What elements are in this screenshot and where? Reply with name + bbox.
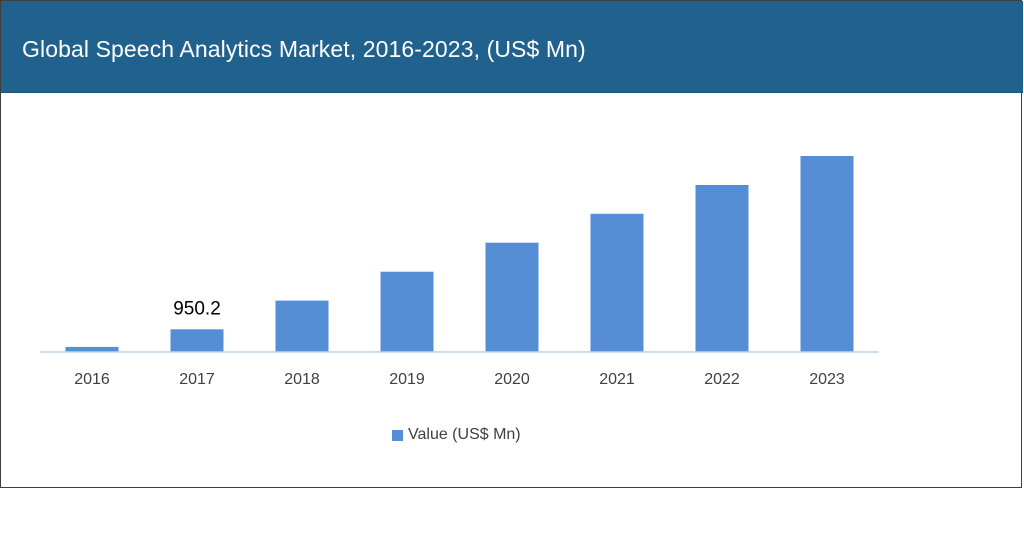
bar-2021: [590, 213, 644, 352]
bar-2022: [695, 185, 749, 352]
bars-group: [65, 156, 854, 352]
legend-label: Value (US$ Mn): [408, 426, 521, 443]
bar-2019: [380, 271, 434, 352]
bar-2016: [65, 346, 119, 352]
chart-title: Global Speech Analytics Market, 2016-202…: [22, 36, 586, 62]
legend: Value (US$ Mn): [392, 426, 521, 444]
x-tick-label-2021: 2021: [599, 371, 635, 388]
bar-2017: [170, 329, 224, 352]
bar-2020: [485, 242, 539, 352]
data-label-2017: 950.2: [173, 298, 221, 319]
x-tick-labels: 2016 2017 2018 2019 2020 2021 2022 2023: [74, 371, 845, 388]
x-tick-label-2017: 2017: [179, 371, 215, 388]
chart-header: Global Speech Analytics Market, 2016-202…: [1, 1, 1023, 93]
x-tick-label-2018: 2018: [284, 371, 320, 388]
x-tick-label-2020: 2020: [494, 371, 530, 388]
bar-2018: [275, 300, 329, 352]
x-tick-label-2022: 2022: [704, 371, 740, 388]
x-tick-label-2016: 2016: [74, 371, 110, 388]
data-labels: 950.2: [173, 298, 221, 319]
legend-swatch: [392, 429, 403, 441]
x-tick-label-2019: 2019: [389, 371, 425, 388]
bar-2023: [800, 156, 854, 352]
x-tick-label-2023: 2023: [809, 371, 845, 388]
